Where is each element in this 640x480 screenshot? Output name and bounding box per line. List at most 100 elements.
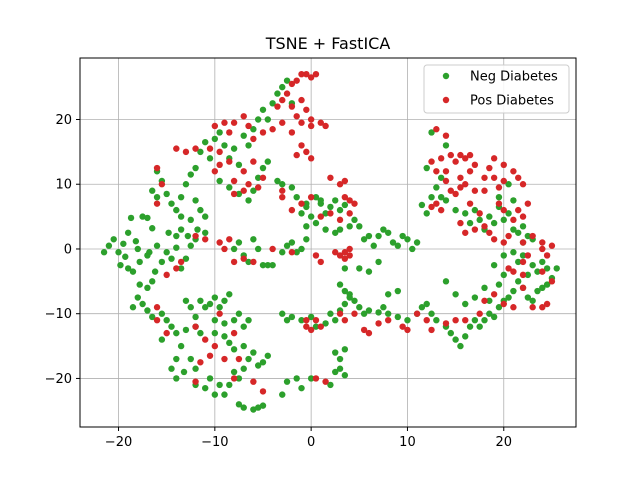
- pos-diabetes-point: [173, 265, 180, 272]
- neg-diabetes-point: [486, 213, 493, 220]
- pos-diabetes-point: [548, 278, 556, 285]
- neg-diabetes-point: [163, 249, 170, 256]
- neg-diabetes-point: [259, 402, 267, 409]
- pos-diabetes-point: [312, 316, 320, 324]
- pos-diabetes-point: [153, 200, 161, 207]
- y-tick-label: 0: [64, 242, 72, 257]
- neg-diabetes-point: [384, 291, 392, 298]
- neg-diabetes-point: [510, 287, 517, 295]
- pos-diabetes-point: [240, 168, 247, 175]
- neg-diabetes-point: [298, 245, 305, 253]
- neg-diabetes-point: [158, 258, 166, 266]
- pos-diabetes-point: [481, 187, 488, 194]
- pos-diabetes-point: [433, 200, 440, 207]
- neg-diabetes-point: [283, 316, 291, 324]
- pos-diabetes-point: [312, 375, 320, 382]
- neg-diabetes-point: [202, 138, 209, 146]
- neg-diabetes-point: [360, 236, 368, 243]
- pos-diabetes-point: [486, 229, 493, 236]
- neg-diabetes-point: [206, 155, 214, 162]
- pos-diabetes-point: [505, 232, 512, 240]
- neg-diabetes-point: [384, 229, 392, 236]
- neg-diabetes-point: [127, 214, 135, 222]
- neg-diabetes-point: [327, 310, 334, 317]
- x-tick-label: −10: [201, 435, 228, 450]
- pos-diabetes-point: [298, 70, 305, 78]
- pos-diabetes-point: [226, 129, 233, 136]
- pos-diabetes-point: [288, 249, 296, 256]
- neg-diabetes-point: [182, 181, 190, 188]
- neg-diabetes-point: [529, 261, 536, 269]
- neg-diabetes-point: [341, 265, 349, 272]
- neg-diabetes-point: [240, 132, 247, 139]
- neg-diabetes-point: [327, 381, 334, 389]
- neg-diabetes-point: [394, 313, 402, 321]
- neg-diabetes-point: [259, 359, 267, 366]
- pos-diabetes-point: [288, 103, 296, 110]
- pos-diabetes-point: [298, 200, 305, 207]
- neg-diabetes-point: [418, 304, 426, 311]
- neg-diabetes-point: [466, 323, 474, 330]
- neg-diabetes-point: [462, 300, 469, 308]
- pos-diabetes-point: [336, 216, 344, 224]
- neg-diabetes-point: [177, 193, 185, 201]
- neg-diabetes-point: [327, 203, 334, 211]
- neg-diabetes-point: [510, 197, 517, 204]
- neg-diabetes-point: [380, 226, 387, 233]
- neg-diabetes-point: [399, 232, 406, 240]
- neg-diabetes-point: [235, 375, 243, 382]
- neg-diabetes-point: [500, 252, 507, 259]
- neg-diabetes-point: [365, 232, 373, 240]
- neg-diabetes-point: [192, 365, 199, 372]
- pos-diabetes-point: [341, 316, 349, 324]
- pos-diabetes-point: [279, 187, 286, 194]
- pos-diabetes-point: [177, 258, 185, 266]
- neg-diabetes-point: [173, 244, 180, 251]
- pos-diabetes-point: [457, 174, 464, 181]
- pos-diabetes-point: [173, 145, 180, 152]
- pos-diabetes-point: [303, 148, 310, 156]
- pos-diabetes-point: [399, 323, 406, 330]
- pos-diabetes-point: [490, 291, 498, 298]
- neg-diabetes-point: [356, 223, 363, 230]
- neg-diabetes-point: [216, 304, 223, 311]
- neg-diabetes-point: [144, 284, 151, 292]
- neg-diabetes-point: [168, 323, 175, 330]
- neg-diabetes-point: [351, 216, 358, 224]
- pos-diabetes-point: [307, 326, 315, 334]
- neg-diabetes-point: [462, 210, 469, 217]
- neg-diabetes-point: [346, 223, 353, 230]
- neg-diabetes-point: [173, 375, 180, 382]
- neg-diabetes-point: [283, 242, 291, 249]
- pos-diabetes-point: [298, 142, 305, 149]
- neg-diabetes-point: [442, 197, 450, 204]
- neg-diabetes-point: [163, 316, 170, 324]
- neg-diabetes-point: [122, 253, 129, 260]
- neg-diabetes-point: [254, 404, 262, 411]
- neg-diabetes-point: [250, 126, 257, 133]
- legend-marker: [442, 96, 450, 104]
- pos-diabetes-point: [515, 174, 522, 181]
- neg-diabetes-point: [187, 216, 194, 224]
- neg-diabetes-point: [437, 193, 445, 201]
- neg-diabetes-point: [519, 223, 527, 230]
- pos-diabetes-point: [216, 148, 223, 156]
- neg-diabetes-point: [510, 249, 517, 256]
- neg-diabetes-point: [197, 206, 204, 214]
- neg-diabetes-point: [139, 300, 146, 308]
- pos-diabetes-point: [471, 226, 479, 233]
- neg-diabetes-point: [375, 258, 382, 266]
- neg-diabetes-point: [515, 278, 522, 285]
- neg-diabetes-point: [139, 213, 146, 220]
- neg-diabetes-point: [136, 281, 143, 288]
- pos-diabetes-point: [442, 320, 450, 327]
- neg-diabetes-point: [476, 216, 483, 224]
- pos-diabetes-point: [226, 236, 233, 243]
- pos-diabetes-point: [341, 255, 349, 262]
- neg-diabetes-point: [307, 313, 315, 321]
- pos-diabetes-point: [495, 184, 503, 191]
- neg-diabetes-point: [298, 316, 305, 324]
- pos-diabetes-point: [442, 177, 450, 185]
- pos-diabetes-point: [336, 181, 344, 188]
- pos-diabetes-point: [490, 155, 498, 162]
